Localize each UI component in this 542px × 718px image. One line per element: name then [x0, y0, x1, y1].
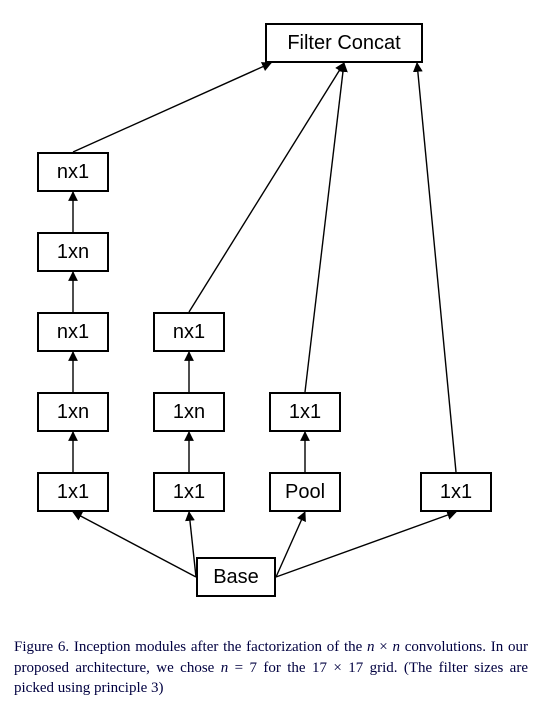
- node-base: Base: [196, 557, 276, 597]
- caption-math: 17: [312, 660, 327, 676]
- edge-base-to-c_pool: [276, 512, 305, 577]
- node-c_1x1: 1x1: [269, 392, 341, 432]
- node-b_1x1: 1x1: [153, 472, 225, 512]
- edge-a_nx1_top-to-filter_concat: [73, 63, 271, 152]
- edge-base-to-a_1x1: [73, 512, 196, 577]
- caption-math: 7: [249, 660, 257, 676]
- caption-math: n: [393, 639, 401, 655]
- caption-math: 17: [348, 660, 363, 676]
- edge-base-to-b_1x1: [189, 512, 196, 577]
- node-c_pool: Pool: [269, 472, 341, 512]
- caption-math: n: [367, 639, 375, 655]
- node-d_1x1: 1x1: [420, 472, 492, 512]
- diagram-canvas: Filter Concat nx1 1xn nx1 1xn 1x1 nx1 1xn 1x1 1x1…: [0, 0, 542, 718]
- node-a_nx1_top: nx1: [37, 152, 109, 192]
- caption-math: ×: [375, 639, 393, 655]
- caption-text: Figure 6. Inception modules after the fa…: [14, 639, 367, 655]
- edge-d_1x1-to-filter_concat: [417, 63, 456, 472]
- caption-math: ×: [327, 660, 348, 676]
- node-a_1xn_1: 1xn: [37, 392, 109, 432]
- caption-text: for the: [257, 660, 312, 676]
- node-b_nx1: nx1: [153, 312, 225, 352]
- node-a_1x1: 1x1: [37, 472, 109, 512]
- edge-c_1x1-to-filter_concat: [305, 63, 344, 392]
- node-a_nx1_2: nx1: [37, 312, 109, 352]
- node-b_1xn: 1xn: [153, 392, 225, 432]
- figure-caption: Figure 6. Inception modules after the fa…: [14, 637, 528, 698]
- edge-base-to-d_1x1: [276, 512, 456, 577]
- edge-b_nx1-to-filter_concat: [189, 63, 344, 312]
- caption-math: =: [228, 660, 249, 676]
- node-a_1xn_2: 1xn: [37, 232, 109, 272]
- node-filter_concat: Filter Concat: [265, 23, 423, 63]
- edges-layer: [0, 0, 542, 718]
